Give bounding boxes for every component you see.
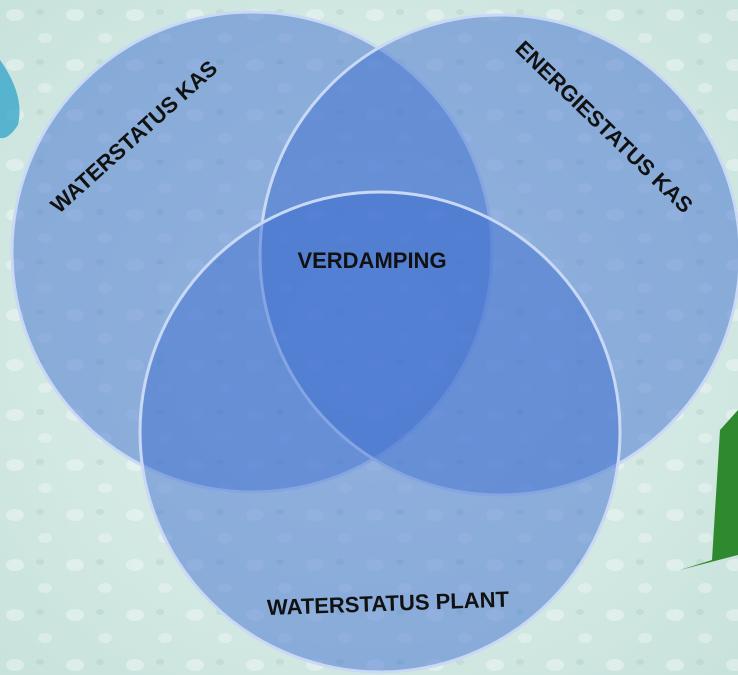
page: WATERSTATUS KAS ENERGIESTATUS KAS WATERS… xyxy=(0,0,738,675)
intersection-label: VERDAMPING xyxy=(297,248,446,273)
venn-diagram: WATERSTATUS KAS ENERGIESTATUS KAS WATERS… xyxy=(0,0,738,675)
